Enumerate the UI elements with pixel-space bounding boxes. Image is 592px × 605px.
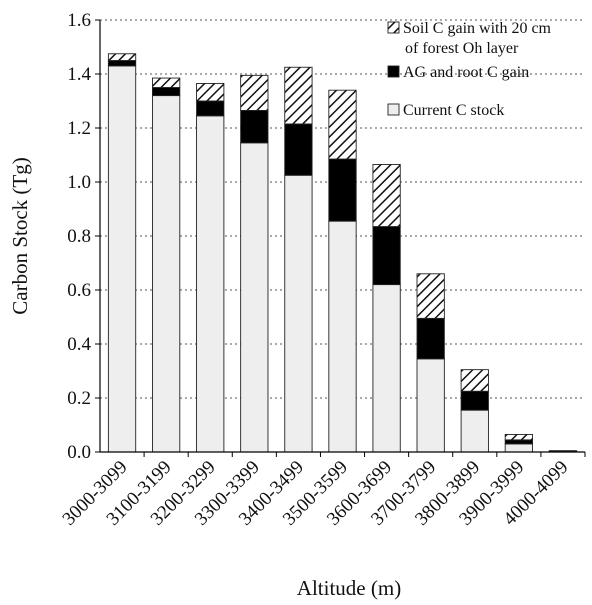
bar-segment-current-c-stock: [372, 284, 401, 453]
legend-swatch: [387, 103, 400, 116]
bar-segment-current-c-stock: [504, 443, 533, 453]
bar-segment-current-c-stock: [284, 174, 313, 453]
bar-segment-soil-c-gain-with-20-cm-of-forest-oh-layer: [460, 369, 489, 392]
bar-segment-soil-c-gain-with-20-cm-of-forest-oh-layer: [328, 89, 357, 160]
legend-label: Current C stock: [403, 102, 504, 119]
y-tick-label: 0.0: [67, 442, 91, 463]
bar-segment-ag-and-root-c-gain: [240, 109, 269, 144]
bar-segment-current-c-stock: [152, 95, 181, 453]
bars: [107, 53, 578, 453]
bar-segment-soil-c-gain-with-20-cm-of-forest-oh-layer: [416, 273, 445, 319]
bar-segment-ag-and-root-c-gain: [284, 123, 313, 176]
grid-lines: [100, 19, 585, 399]
bar-segment-soil-c-gain-with-20-cm-of-forest-oh-layer: [196, 82, 225, 102]
legend-label: of forest Oh layer: [405, 40, 519, 57]
y-ticks: 0.0 0.2 0.4 0.6 0.8 1.0 1.2 1.4 1.6: [67, 10, 100, 463]
bar-segment-soil-c-gain-with-20-cm-of-forest-oh-layer: [240, 74, 269, 111]
bar-segment-ag-and-root-c-gain: [152, 87, 181, 97]
bar-segment-ag-and-root-c-gain: [328, 158, 357, 222]
legend: Soil C gain with 20 cm of forest Oh layer…: [387, 20, 552, 119]
bar-segment-ag-and-root-c-gain: [416, 317, 445, 360]
legend-swatch: [387, 65, 400, 78]
bar-segment-ag-and-root-c-gain: [460, 390, 489, 411]
y-tick-label: 0.6: [67, 280, 91, 301]
bar-segment-soil-c-gain-with-20-cm-of-forest-oh-layer: [152, 77, 181, 88]
y-tick-label: 0.8: [67, 226, 91, 247]
bar-segment-soil-c-gain-with-20-cm-of-forest-oh-layer: [372, 163, 401, 227]
bar-segment-ag-and-root-c-gain: [504, 439, 533, 445]
bar-segment-current-c-stock: [328, 220, 357, 453]
bar-segment-ag-and-root-c-gain: [196, 100, 225, 117]
y-tick-label: 1.2: [67, 118, 91, 139]
y-tick-label: 1.6: [67, 10, 91, 31]
y-tick-label: 1.0: [67, 172, 91, 193]
legend-label: AG and root C gain: [403, 64, 529, 81]
bar-segment-current-c-stock: [196, 115, 225, 453]
y-tick-label: 0.4: [67, 334, 91, 355]
y-axis-title: Carbon Stock (Tg): [8, 157, 32, 314]
y-tick-label: 1.4: [67, 64, 91, 85]
bar-segment-current-c-stock: [460, 409, 489, 453]
bar-segment-soil-c-gain-with-20-cm-of-forest-oh-layer: [504, 434, 533, 441]
bar-segment-soil-c-gain-with-20-cm-of-forest-oh-layer: [284, 66, 313, 125]
x-ticks: 3000-30993100-31993200-32993300-33993400…: [59, 452, 586, 530]
bar-segment-soil-c-gain-with-20-cm-of-forest-oh-layer: [107, 53, 137, 61]
y-tick-label: 0.2: [67, 388, 91, 409]
x-axis-title: Altitude (m): [297, 576, 401, 600]
bar-segment-ag-and-root-c-gain: [372, 226, 401, 286]
bar-segment-current-c-stock: [240, 142, 269, 453]
bar-segment-soil-c-gain-with-20-cm-of-forest-oh-layer: [548, 450, 578, 452]
bar-segment-ag-and-root-c-gain: [107, 60, 137, 67]
bar-segment-current-c-stock: [107, 65, 137, 453]
bar-segment-current-c-stock: [416, 358, 445, 453]
legend-swatch: [387, 21, 400, 34]
legend-label: Soil C gain with 20 cm: [403, 20, 552, 37]
